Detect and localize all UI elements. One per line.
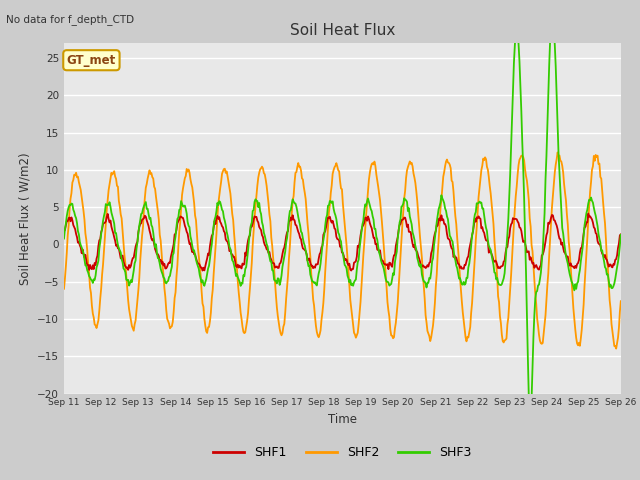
Y-axis label: Soil Heat Flux ( W/m2): Soil Heat Flux ( W/m2)	[19, 152, 31, 285]
Legend: SHF1, SHF2, SHF3: SHF1, SHF2, SHF3	[208, 442, 477, 465]
Text: No data for f_depth_CTD: No data for f_depth_CTD	[6, 14, 134, 25]
Title: Soil Heat Flux: Soil Heat Flux	[290, 23, 395, 38]
Text: GT_met: GT_met	[67, 54, 116, 67]
X-axis label: Time: Time	[328, 413, 357, 426]
